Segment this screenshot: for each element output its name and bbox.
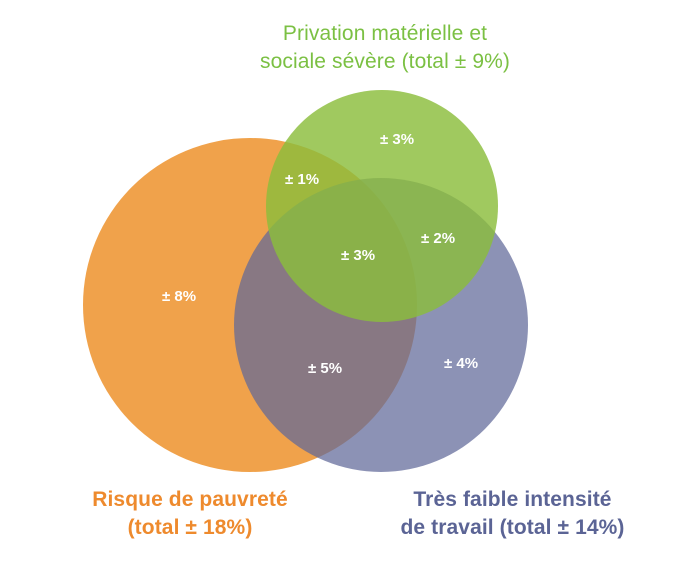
region-blue-only: ± 4% (444, 355, 478, 372)
region-all-three: ± 3% (341, 247, 375, 264)
region-green-only: ± 3% (380, 131, 414, 148)
label-poverty-risk-line1: Risque de pauvreté (92, 488, 288, 511)
circle-material-deprivation (266, 90, 498, 322)
region-orange-only: ± 8% (162, 288, 196, 305)
region-orange-blue: ± 5% (308, 360, 342, 377)
region-orange-green: ± 1% (285, 171, 319, 188)
label-poverty-risk-line2: (total ± 18%) (127, 516, 253, 539)
label-low-work-intensity-line2: de travail (total ± 14%) (400, 516, 625, 539)
label-material-deprivation-line2: sociale sévère (total ± 9%) (260, 50, 510, 73)
label-low-work-intensity: Très faible intensité de travail (total … (365, 486, 660, 542)
label-poverty-risk: Risque de pauvreté (total ± 18%) (55, 486, 325, 542)
label-material-deprivation-line1: Privation matérielle et (282, 22, 488, 45)
label-low-work-intensity-line1: Très faible intensité (413, 488, 612, 511)
label-material-deprivation: Privation matérielle et sociale sévère (… (205, 20, 565, 76)
region-green-blue: ± 2% (421, 230, 455, 247)
